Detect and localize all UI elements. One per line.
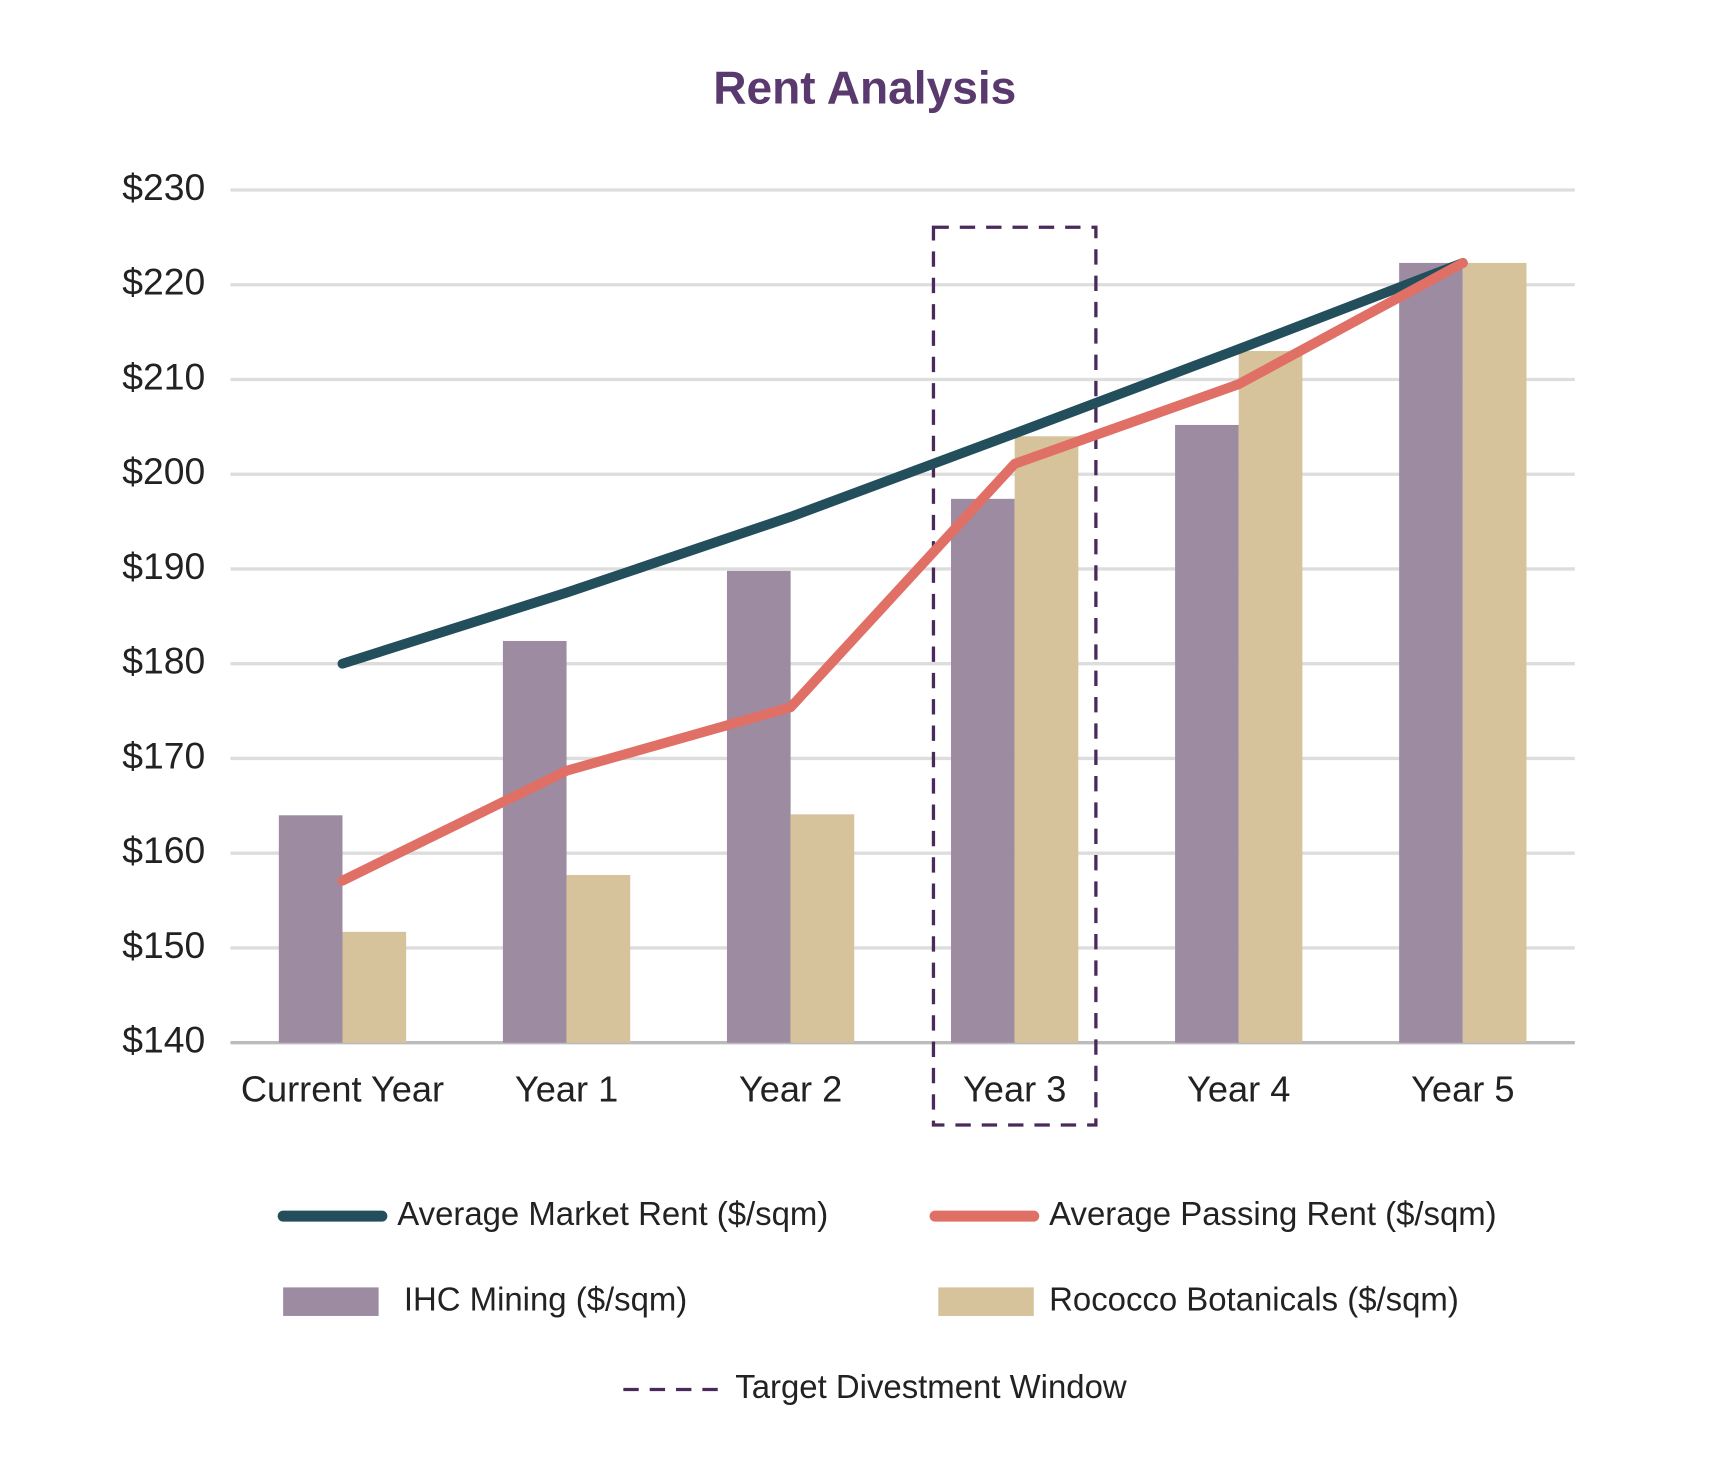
legend-label: Average Passing Rent ($/sqm) [1049,1195,1497,1232]
x-tick-label: Current Year [241,1069,444,1110]
bar [1175,424,1239,1043]
bar [342,931,407,1043]
y-tick-label: $230 [122,166,205,208]
bar [1238,351,1303,1043]
x-tick-label: Year 3 [963,1069,1066,1110]
bar [278,815,343,1043]
y-tick-label: $220 [122,261,205,303]
bar [502,640,567,1043]
y-tick-label: $210 [122,355,205,397]
bar [726,570,791,1043]
legend-swatch [283,1287,379,1316]
y-tick-label: $180 [122,640,205,682]
y-tick-label: $190 [122,545,205,587]
x-tick-label: Year 1 [515,1069,618,1110]
x-tick-label: Year 2 [739,1069,842,1110]
x-tick-label: Year 5 [1411,1069,1514,1110]
legend-label: IHC Mining ($/sqm) [404,1280,687,1317]
legend-label: Average Market Rent ($/sqm) [397,1195,828,1232]
y-tick-label: $150 [122,924,205,966]
line [337,257,1468,669]
legend-label: Rococco Botanicals ($/sqm) [1049,1280,1459,1317]
bar [951,498,1015,1043]
chart-title: Rent Analysis [713,61,1016,113]
y-tick-label: $170 [122,734,205,776]
x-tick-label: Year 4 [1187,1069,1290,1110]
bar [790,814,855,1043]
bar [1014,436,1079,1043]
legend-swatch [938,1287,1034,1316]
y-tick-label: $200 [122,450,205,492]
bar [1399,262,1463,1043]
bar [566,874,631,1043]
y-tick-label: $140 [122,1019,205,1061]
legend-label: Target Divestment Window [735,1368,1127,1405]
bar [1462,262,1527,1043]
highlight-window [931,225,1098,1127]
line [337,257,1468,886]
y-tick-label: $160 [122,829,205,871]
